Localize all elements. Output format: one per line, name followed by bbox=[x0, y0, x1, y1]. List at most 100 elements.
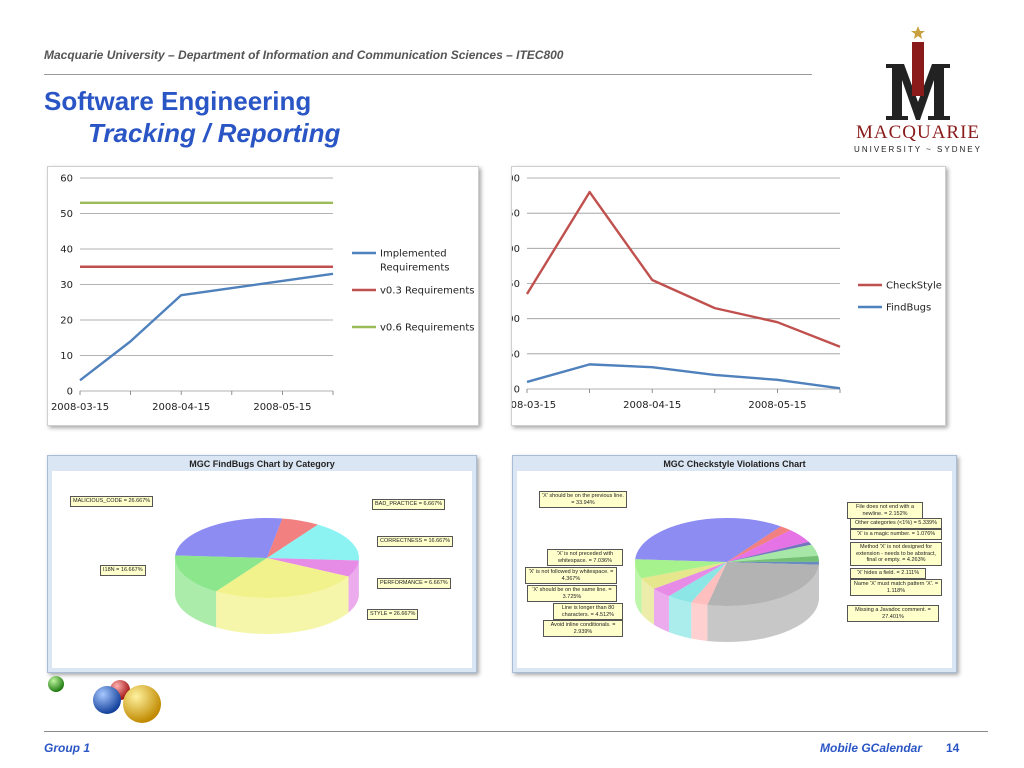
findbugs-pie-panel: MGC FindBugs Chart by Category MALICIOUS… bbox=[47, 455, 477, 673]
y-tick-label: 50 bbox=[512, 349, 520, 360]
macquarie-logo: MACQUARIE UNIVERSITY ~ SYDNEY bbox=[854, 26, 982, 154]
y-tick-label: 30 bbox=[60, 280, 73, 291]
pie1-label-malicious: MALICIOUS_CODE = 26.667% bbox=[70, 496, 154, 507]
x-tick-label: 2008-03-15 bbox=[51, 402, 109, 413]
pie1-label-bad-practice: BAD_PRACTICE = 6.667% bbox=[372, 499, 446, 510]
pie-slice-0 bbox=[635, 518, 781, 562]
pie-side-7 bbox=[707, 564, 819, 642]
pie-slice-3 bbox=[727, 541, 812, 562]
violations-chart-panel: 0 50 100 150 200 250 300 2008-03-15 2008-04-15 20… bbox=[511, 166, 946, 426]
course-header: Macquarie University – Department of Inf… bbox=[44, 48, 564, 62]
header-divider bbox=[44, 74, 812, 75]
yellow-sphere bbox=[123, 685, 161, 723]
legend-label-2: v0.6 Requirements bbox=[380, 323, 475, 334]
slide-subtitle: Tracking / Reporting bbox=[88, 118, 341, 148]
pie-slice-1 bbox=[727, 526, 791, 562]
pie-side-10 bbox=[653, 588, 669, 633]
green-sphere bbox=[48, 676, 64, 692]
pie-side-12 bbox=[635, 562, 642, 615]
requirements-chart-panel: 0 10 20 30 40 50 60 2008-03-15 2008-04-15 2008-05… bbox=[47, 166, 479, 426]
pie-slice-2 bbox=[727, 530, 809, 562]
y-tick-label: 200 bbox=[512, 244, 520, 255]
slide-title: Software Engineering bbox=[44, 86, 312, 116]
y-tick-label: 50 bbox=[60, 209, 73, 220]
pie-slice-9 bbox=[668, 562, 727, 603]
checkstyle-pie-chart bbox=[635, 518, 819, 642]
pie-slice-1 bbox=[267, 518, 318, 558]
legend-label-1: FindBugs bbox=[886, 303, 931, 314]
pie-slice-7 bbox=[707, 562, 819, 606]
pie2-label-9: Line is longer than 80 characters. = 4.5… bbox=[553, 603, 623, 620]
logo-tag: UNIVERSITY ~ SYDNEY bbox=[854, 145, 982, 154]
pie-slice-4 bbox=[727, 544, 819, 562]
pie-slice-12 bbox=[635, 559, 727, 579]
pie-side-4 bbox=[216, 576, 349, 634]
checkstyle-pie-panel: MGC Checkstyle Violations Chart 'X' shou… bbox=[512, 455, 957, 673]
pie-side-5 bbox=[175, 558, 217, 628]
pie-slice-4 bbox=[216, 558, 349, 598]
pie-slice-10 bbox=[653, 562, 727, 597]
x-tick-label: 2008-04-15 bbox=[623, 400, 681, 411]
violations-line-chart: 0 50 100 150 200 250 300 2008-03-15 2008-04-15 20… bbox=[512, 174, 942, 412]
pie-side-9 bbox=[668, 596, 692, 639]
pie-slice-11 bbox=[641, 562, 727, 589]
footer-group: Group 1 bbox=[44, 741, 91, 755]
logo-emblem bbox=[886, 26, 950, 120]
pie-slice-3 bbox=[267, 558, 359, 577]
x-tick-label: 2008-05-15 bbox=[253, 402, 311, 413]
pie-side-8 bbox=[691, 602, 708, 641]
legend-label-0: Implemented bbox=[380, 249, 447, 260]
requirements-line-chart: 0 10 20 30 40 50 60 2008-03-15 2008-04-15 2008-05… bbox=[51, 174, 475, 414]
pie2-label-6: Name 'X' must match pattern 'X'. = 1.118… bbox=[850, 579, 942, 596]
logo-name: MACQUARIE bbox=[856, 122, 980, 143]
pie2-label-4: Method 'X' is not designed for extension… bbox=[850, 542, 942, 566]
y-tick-label: 0 bbox=[67, 387, 73, 398]
pie2-label-2: Other categories (<1%) = 5.339% bbox=[850, 518, 942, 529]
y-tick-label: 60 bbox=[60, 174, 73, 185]
pie-slice-0 bbox=[175, 518, 283, 558]
pie2-label-11: 'X' is not followed by whitespace. = 4.3… bbox=[525, 567, 617, 584]
series-line-0 bbox=[525, 190, 841, 348]
pie-slice-6 bbox=[727, 561, 819, 565]
y-tick-label: 10 bbox=[60, 351, 73, 362]
y-tick-label: 40 bbox=[60, 245, 73, 256]
pie1-label-correctness: CORRECTNESS = 16.667% bbox=[377, 536, 454, 547]
x-tick-label: 2008-04-15 bbox=[152, 402, 210, 413]
pie-slice-2 bbox=[267, 524, 359, 561]
y-tick-label: 100 bbox=[512, 314, 520, 325]
pie2-label-10: 'X' should be on the same line. = 3.725% bbox=[527, 585, 617, 602]
pie2-label-12: 'X' is not preceded with whitespace. = 7… bbox=[547, 549, 623, 566]
y-tick-label: 250 bbox=[512, 209, 520, 220]
pie1-label-i18n: I18N = 16.667% bbox=[100, 565, 146, 576]
pie2-label-1: File does not end with a newline. = 2.15… bbox=[847, 502, 923, 519]
pie2-label-7: Missing a Javadoc comment. = 27.401% bbox=[847, 605, 939, 622]
decorative-spheres bbox=[48, 676, 161, 723]
footer-divider bbox=[44, 731, 988, 732]
blue-sphere bbox=[93, 686, 121, 714]
pie1-label-style: STYLE = 26.667% bbox=[367, 609, 419, 620]
x-tick-label: 2008-05-15 bbox=[748, 400, 806, 411]
pie-side-3 bbox=[348, 560, 359, 613]
pie2-label-8: Avoid inline conditionals. = 2.939% bbox=[543, 620, 623, 637]
y-tick-label: 20 bbox=[60, 316, 73, 327]
pie2-label-3: 'X' is a magic number. = 1.076% bbox=[850, 529, 942, 540]
pie-side-11 bbox=[641, 578, 654, 625]
y-tick-label: 300 bbox=[512, 174, 520, 185]
legend-label-0: CheckStyle bbox=[886, 281, 942, 292]
legend-label-0: Requirements bbox=[380, 263, 450, 274]
pie-slice-5 bbox=[727, 555, 819, 562]
series-line-1 bbox=[526, 363, 841, 390]
y-tick-label: 0 bbox=[514, 385, 520, 396]
pie2-label-5: 'X' hides a field. = 2.111% bbox=[850, 568, 926, 579]
findbugs-pie-chart bbox=[175, 518, 359, 634]
pie2-label-0: 'X' should be on the previous line. = 33… bbox=[539, 491, 627, 508]
x-tick-label: 2008-03-15 bbox=[512, 400, 556, 411]
pie-slice-5 bbox=[175, 555, 267, 592]
pie-slice-8 bbox=[691, 562, 727, 605]
legend-label-1: v0.3 Requirements bbox=[380, 286, 475, 297]
footer-page-number: 14 bbox=[946, 741, 960, 755]
series-line-0 bbox=[79, 272, 334, 382]
pie1-label-performance: PERFORMANCE = 6.667% bbox=[377, 578, 451, 589]
checkstyle-pie-title: MGC Checkstyle Violations Chart bbox=[663, 459, 806, 469]
y-tick-label: 150 bbox=[512, 279, 520, 290]
